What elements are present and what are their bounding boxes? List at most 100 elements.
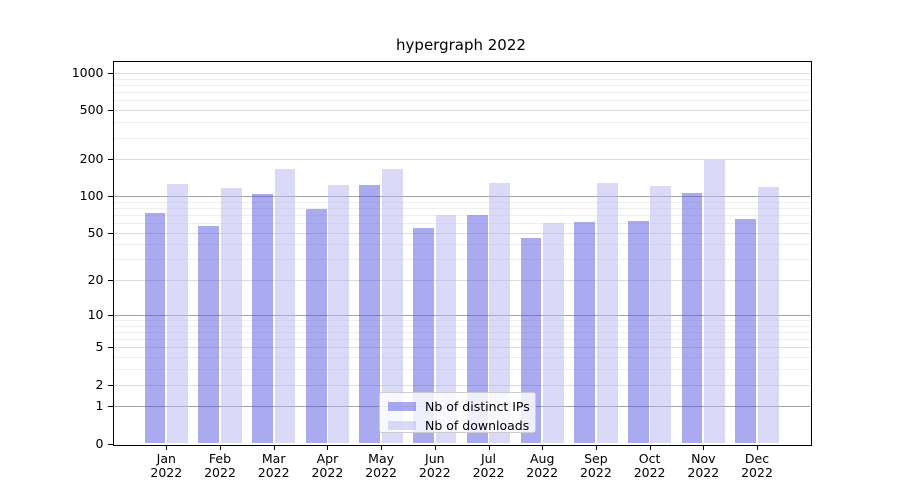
x-tick-mark — [166, 445, 168, 450]
x-tick-label: Dec 2022 — [741, 450, 773, 480]
y-tick-mark — [107, 232, 113, 234]
gridline-tick — [113, 384, 810, 386]
legend-row-downloads: Nb of downloads — [380, 416, 535, 434]
bar-downloads-jul — [489, 182, 511, 444]
bar-downloads-nov — [704, 159, 725, 444]
legend-row-distinct-ips: Nb of distinct IPs — [380, 397, 535, 415]
x-tick-mark — [542, 445, 544, 450]
gridline-minor — [113, 78, 810, 80]
x-tick-label: Aug 2022 — [526, 450, 559, 480]
x-tick-mark — [595, 445, 597, 450]
gridline-minor — [113, 137, 810, 139]
gridline-minor — [113, 122, 810, 124]
chart-title: hypergraph 2022 — [396, 36, 526, 54]
y-tick-label: 20 — [87, 272, 104, 288]
y-tick-mark — [107, 406, 113, 408]
bar-distinct-ips-dec — [735, 218, 757, 444]
x-tick-label: Jun 2022 — [418, 450, 451, 480]
gridline-tick — [113, 280, 810, 282]
y-tick-label: 10 — [87, 306, 104, 322]
legend: Nb of distinct IPs Nb of downloads — [379, 392, 536, 433]
bar-downloads-jun — [435, 214, 457, 444]
bar-distinct-ips-jun — [413, 227, 434, 444]
y-tick-mark — [107, 110, 113, 112]
bar-downloads-apr — [328, 185, 350, 444]
x-tick-mark — [381, 445, 383, 450]
y-tick-mark — [107, 73, 113, 75]
y-tick-mark — [107, 347, 113, 349]
legend-swatch-distinct-ips — [388, 401, 416, 411]
gridline-minor — [113, 259, 810, 261]
y-tick-mark — [107, 159, 113, 161]
y-tick-label: 2 — [95, 376, 104, 392]
y-tick-mark — [107, 443, 113, 445]
x-tick-mark — [434, 445, 436, 450]
bar-downloads-jan — [167, 184, 188, 444]
gridline-minor — [113, 201, 810, 203]
plot-area — [112, 60, 812, 446]
legend-label-downloads: Nb of downloads — [425, 417, 530, 433]
bar-distinct-ips-nov — [681, 192, 703, 444]
y-tick-mark — [107, 280, 113, 282]
gridline-minor — [113, 244, 810, 246]
bar-downloads-sep — [596, 182, 618, 444]
bar-downloads-dec — [757, 186, 779, 444]
gridline-minor — [113, 100, 810, 102]
gridline-minor — [113, 223, 810, 225]
gridline-tick — [113, 232, 810, 234]
legend-label-distinct-ips: Nb of distinct IPs — [425, 398, 530, 414]
gridline-minor — [113, 325, 810, 327]
y-tick-label: 100 — [79, 188, 104, 204]
bar-distinct-ips-apr — [305, 208, 327, 444]
gridline-major — [113, 196, 810, 198]
x-tick-label: May 2022 — [365, 450, 397, 480]
y-tick-label: 0 — [95, 435, 104, 451]
x-tick-mark — [757, 445, 758, 450]
gridline-minor — [113, 369, 810, 371]
x-tick-label: Feb 2022 — [204, 450, 236, 480]
gridline-minor — [113, 207, 810, 209]
legend-swatch-downloads — [388, 420, 416, 430]
x-tick-mark — [327, 445, 329, 450]
x-tick-label: Sep 2022 — [579, 450, 612, 480]
x-tick-mark — [649, 445, 651, 450]
x-tick-label: Nov 2022 — [687, 450, 720, 480]
bar-distinct-ips-oct — [627, 220, 649, 444]
y-tick-label: 1000 — [71, 65, 104, 81]
bar-distinct-ips-feb — [198, 225, 220, 444]
bar-downloads-feb — [220, 188, 242, 444]
gridline-minor — [113, 92, 810, 94]
gridline-minor — [113, 214, 810, 216]
bar-downloads-mar — [274, 169, 296, 444]
bar-distinct-ips-sep — [574, 222, 596, 444]
x-tick-mark — [703, 445, 705, 450]
gridline-minor — [113, 85, 810, 87]
gridline-minor — [113, 339, 810, 341]
gridline-minor — [113, 332, 810, 333]
y-tick-label: 200 — [79, 151, 104, 167]
bar-downloads-oct — [650, 185, 672, 444]
y-tick-label: 50 — [87, 224, 104, 240]
x-tick-mark — [488, 445, 490, 450]
y-tick-mark — [107, 196, 113, 198]
gridline-tick — [113, 110, 810, 112]
y-tick-mark — [107, 384, 113, 386]
x-tick-label: Jan 2022 — [150, 450, 183, 480]
x-tick-label: Jul 2022 — [472, 450, 505, 480]
gridline-tick — [113, 73, 810, 75]
x-tick-label: Oct 2022 — [633, 450, 666, 480]
x-tick-label: Mar 2022 — [257, 450, 290, 480]
gridline-major — [113, 314, 810, 316]
gridline-minor — [113, 320, 810, 322]
bar-distinct-ips-mar — [252, 194, 273, 444]
gridline-minor — [113, 357, 810, 359]
y-tick-label: 500 — [79, 102, 104, 118]
y-tick-mark — [107, 314, 113, 316]
y-tick-label: 5 — [95, 339, 104, 355]
gridline-tick — [113, 159, 810, 161]
bar-distinct-ips-jul — [466, 214, 488, 444]
y-tick-label: 1 — [95, 398, 104, 414]
x-tick-label: Apr 2022 — [311, 450, 344, 480]
bar-distinct-ips-jan — [144, 213, 166, 444]
